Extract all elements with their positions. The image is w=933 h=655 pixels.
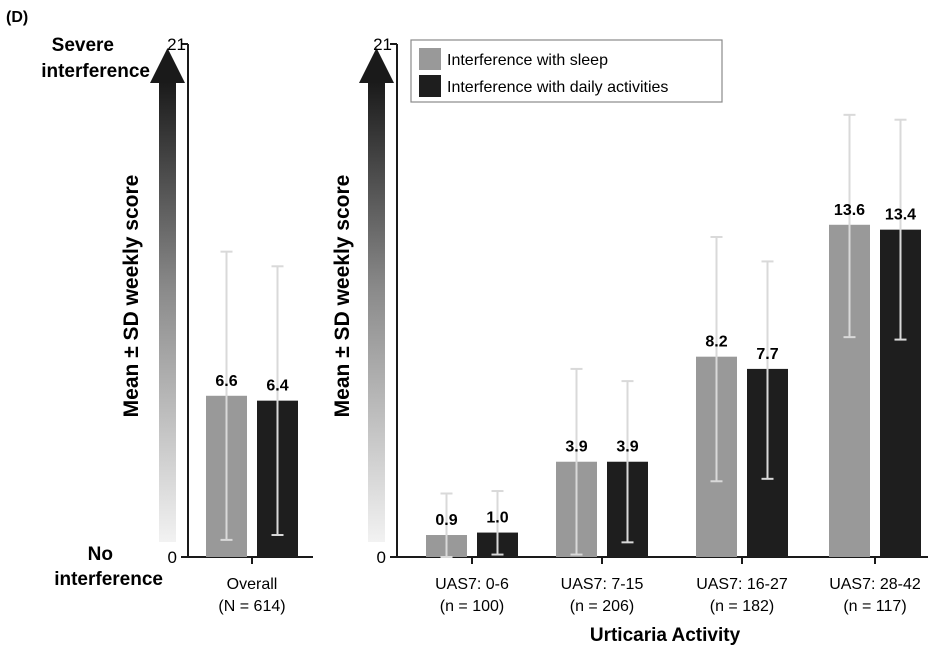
- data-label-sleep-chart1-cat3: 13.6: [834, 202, 865, 219]
- x-tick-label-chart0-cat0-line1: Overall: [227, 576, 278, 593]
- legend-swatch-daily: [419, 75, 441, 97]
- gradient-arrow-shaft-right: [368, 82, 385, 542]
- x-tick-label-chart1-cat0-line2: (n = 100): [440, 598, 504, 615]
- legend-frame: [410, 39, 723, 103]
- legend-label-sleep: Interference with sleep: [447, 52, 608, 69]
- x-tick-label-chart1-cat2-line1: UAS7: 16-27: [696, 576, 788, 593]
- data-label-daily-chart1-cat3: 13.4: [885, 207, 916, 224]
- gradient-arrow-head-right: [359, 48, 394, 83]
- legend-label-daily: Interference with daily activities: [447, 79, 668, 96]
- data-label-sleep-chart1-cat1: 3.9: [565, 439, 587, 456]
- data-label-daily-chart0-cat0: 6.4: [266, 378, 288, 395]
- legend-swatch-sleep: [419, 48, 441, 70]
- y-tick-label-max-left: 21: [167, 35, 186, 54]
- x-tick-label-chart1-cat2-line2: (n = 182): [710, 598, 774, 615]
- y-tick-label-min-left: 0: [168, 548, 177, 567]
- y-axis-title-left: Mean ± SD weekly score: [120, 175, 143, 418]
- data-label-daily-chart1-cat1: 3.9: [616, 439, 638, 456]
- data-label-daily-chart1-cat0: 1.0: [486, 510, 508, 527]
- x-axis-title: Urticaria Activity: [590, 625, 741, 646]
- data-label-sleep-chart1-cat2: 8.2: [705, 334, 727, 351]
- scale-top-label-line1: Severe: [52, 35, 114, 56]
- x-tick-label-chart1-cat3-line2: (n = 117): [843, 598, 906, 615]
- data-label-sleep-chart0-cat0: 6.6: [215, 373, 237, 390]
- y-axis-title-right: Mean ± SD weekly score: [331, 175, 354, 418]
- x-tick-label-chart1-cat1-line1: UAS7: 7-15: [561, 576, 644, 593]
- scale-top-label-line2: interference: [41, 61, 150, 82]
- gradient-arrow-head-left: [150, 48, 185, 83]
- legend: Interference with sleep Interference wit…: [410, 39, 723, 103]
- scale-bottom-label-line2: interference: [54, 569, 163, 590]
- x-tick-label-chart0-cat0-line2: (N = 614): [218, 598, 285, 615]
- x-tick-label-chart1-cat1-line2: (n = 206): [570, 598, 634, 615]
- panel-label: (D): [6, 9, 28, 26]
- y-tick-label-min-right: 0: [377, 548, 386, 567]
- chart-marks: 6.6 6.4 Overall (N = 614) 0.9 1.0 UAS7: 0-6 (n …: [206, 113, 921, 615]
- y-tick-label-max-right: 21: [373, 35, 392, 54]
- data-label-sleep-chart1-cat0: 0.9: [435, 512, 457, 529]
- gradient-arrow-shaft-left: [159, 82, 176, 542]
- scale-bottom-label-line1: No: [88, 544, 113, 565]
- x-tick-label-chart1-cat0-line1: UAS7: 0-6: [435, 576, 509, 593]
- data-label-daily-chart1-cat2: 7.7: [756, 346, 778, 363]
- x-tick-label-chart1-cat3-line1: UAS7: 28-42: [829, 576, 921, 593]
